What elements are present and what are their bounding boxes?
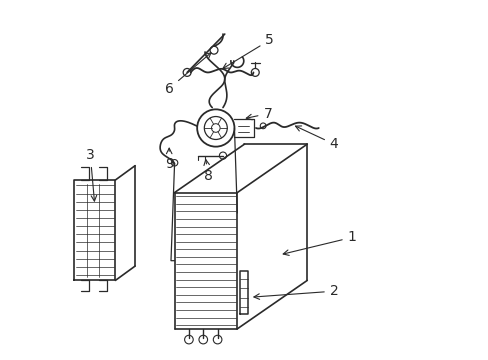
Text: 4: 4 bbox=[295, 126, 338, 151]
Text: 7: 7 bbox=[246, 107, 272, 121]
Text: 2: 2 bbox=[253, 284, 338, 300]
Text: 5: 5 bbox=[223, 33, 273, 68]
Text: 6: 6 bbox=[164, 53, 210, 95]
Text: 1: 1 bbox=[283, 230, 356, 255]
Text: 3: 3 bbox=[86, 148, 97, 201]
Text: 9: 9 bbox=[164, 148, 173, 171]
Text: 8: 8 bbox=[203, 159, 213, 183]
